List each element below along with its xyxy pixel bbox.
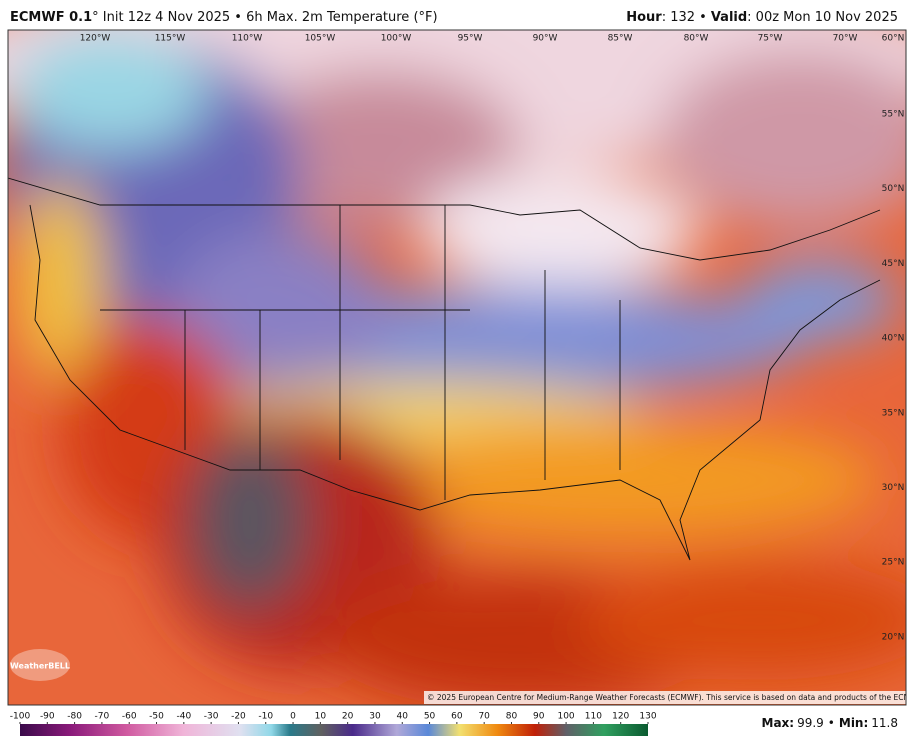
longitude-label: 70°W (833, 34, 858, 44)
latitude-label: 50°N (882, 184, 905, 194)
colorbar-tick-label: -80 (67, 712, 82, 722)
max-label: Max: (762, 716, 795, 730)
valid-info: Hour: 132 • Valid: 00z Mon 10 Nov 2025 (626, 10, 898, 25)
hour-label: Hour (626, 10, 662, 25)
logo-badge (10, 649, 70, 681)
min-value: 11.8 (871, 716, 898, 730)
colorbar (20, 724, 648, 736)
valid-label: Valid (711, 10, 747, 25)
colorbar-tick-label: 130 (639, 712, 656, 722)
copyright: © 2025 European Centre for Medium-Range … (427, 693, 914, 702)
hour-value: : 132 • (662, 10, 707, 25)
colorbar-tick-label: -70 (95, 712, 110, 722)
colorbar-tick-label: 90 (533, 712, 545, 722)
map-frame (7, 29, 907, 706)
colorbar-tick-label: 10 (315, 712, 327, 722)
colorbar-tick-label: -90 (40, 712, 55, 722)
colorbar-tick-label: -60 (122, 712, 137, 722)
longitude-label: 115°W (155, 34, 186, 44)
latitude-label: 30°N (882, 483, 905, 493)
colorbar-tick-label: -10 (258, 712, 273, 722)
min-label: Min: (839, 716, 868, 730)
longitude-label: 85°W (608, 34, 633, 44)
longitude-label: 105°W (305, 34, 336, 44)
title-bold: ECMWF 0.1 (10, 10, 92, 25)
temperature-field: WeatherBELL © 2025 European Centre for M… (8, 30, 914, 705)
colorbar-tick-label: -40 (176, 712, 191, 722)
valid-value: : 00z Mon 10 Nov 2025 (747, 10, 898, 25)
latitude-labels: 55°N 50°N 45°N 40°N 35°N 30°N 25°N 20°N (882, 110, 905, 643)
longitude-label: 95°W (458, 34, 483, 44)
latitude-label: 25°N (882, 558, 905, 568)
colorbar-tick-label: -50 (149, 712, 164, 722)
colorbar-tick-label: 40 (397, 712, 409, 722)
colorbar-tick-label: -30 (204, 712, 219, 722)
title: ECMWF 0.1° Init 12z 4 Nov 2025 • 6h Max.… (10, 10, 438, 25)
colorbar-tick-label: -100 (10, 712, 31, 722)
colorbar-tick-label: 100 (557, 712, 574, 722)
latitude-label: 40°N (882, 334, 905, 344)
colorbar-tick-label: 60 (451, 712, 463, 722)
longitude-label: 60°N (882, 34, 905, 44)
border-line (8, 177, 881, 261)
state-lines (100, 205, 621, 500)
colorbar-tick-label: 70 (478, 712, 490, 722)
latitude-label: 55°N (882, 110, 905, 120)
colorbar-tick-label: -20 (231, 712, 246, 722)
longitude-label: 90°W (533, 34, 558, 44)
title-rest: ° Init 12z 4 Nov 2025 • 6h Max. 2m Tempe… (92, 10, 437, 25)
colorbar-tick-label: 120 (612, 712, 629, 722)
colorbar-ticks: -100 -90 -80 -70 -60 -50 -40 -30 -20 -10 0 10 20 30 40… (10, 712, 657, 724)
colorbar-tick-label: 20 (342, 712, 354, 722)
coastline (29, 204, 881, 561)
colorbar-tick-label: 110 (585, 712, 602, 722)
stats: Max: 99.9 • Min: 11.8 (762, 716, 899, 730)
longitude-label: 75°W (758, 34, 783, 44)
colorbar-tick-label: 30 (369, 712, 381, 722)
colorbar-tick-label: 0 (290, 712, 296, 722)
separator: • (828, 716, 835, 730)
latitude-label: 35°N (882, 408, 905, 418)
longitude-label: 80°W (684, 34, 709, 44)
longitude-label: 100°W (381, 34, 412, 44)
latitude-label: 45°N (882, 259, 905, 269)
copyright-box (424, 691, 906, 704)
longitude-labels: 120°W 115°W 110°W 105°W 100°W 95°W 90°W 85°W 80°… (80, 34, 905, 44)
longitude-label: 120°W (80, 34, 111, 44)
colorbar-tick-label: 80 (506, 712, 518, 722)
latitude-label: 20°N (882, 632, 905, 642)
longitude-label: 110°W (232, 34, 263, 44)
max-value: 99.9 (797, 716, 824, 730)
colorbar-tick-label: 50 (424, 712, 436, 722)
logo: WeatherBELL (10, 662, 70, 671)
